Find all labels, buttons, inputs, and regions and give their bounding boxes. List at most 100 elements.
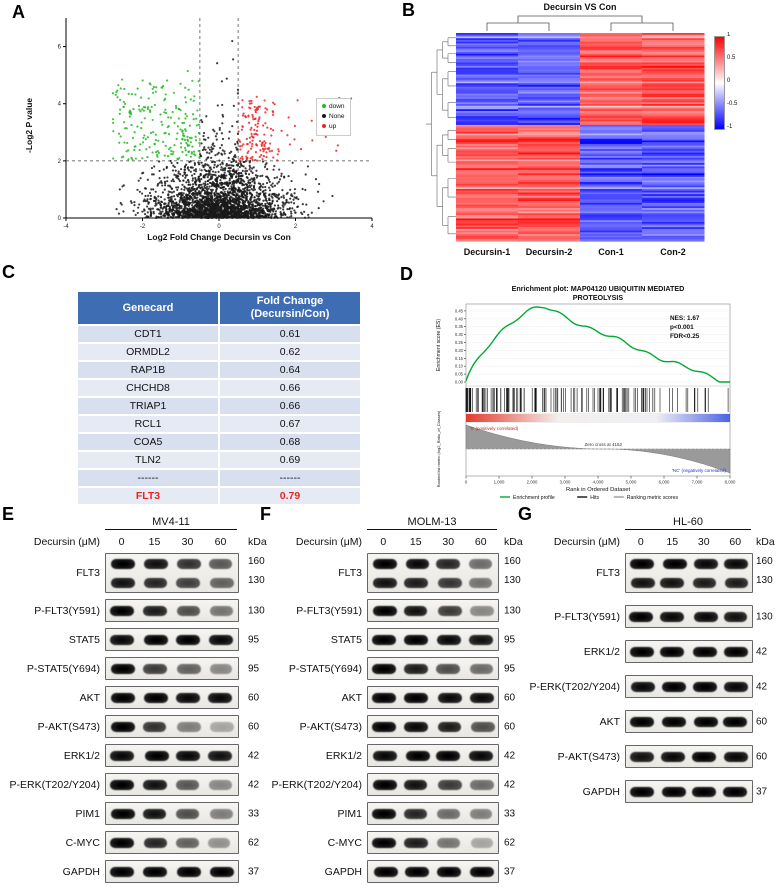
svg-text:FDR<0.25: FDR<0.25 bbox=[670, 333, 700, 340]
protein-band bbox=[470, 606, 494, 616]
protein-band bbox=[176, 578, 200, 588]
heatmap-column-labels: Decursin-1 Decursin-2 Con-1 Con-2 bbox=[424, 247, 724, 259]
protein-band bbox=[142, 867, 167, 877]
legend-label: down bbox=[329, 103, 345, 110]
western-panel-molm-13: MOLM-13 Decursin (μM) 0 15 30 60 kDa FLT3 160 130… bbox=[264, 516, 523, 889]
blot-image bbox=[367, 773, 499, 796]
protein-band bbox=[629, 717, 654, 727]
svg-text:4,000: 4,000 bbox=[593, 480, 604, 485]
blot-image bbox=[367, 744, 499, 767]
blot-image bbox=[367, 657, 499, 680]
legend-entry: None bbox=[322, 112, 345, 122]
heatmap-title: Decursin VS Con bbox=[543, 2, 617, 12]
protein-band bbox=[693, 612, 718, 622]
table-row: CHCHD8 0.66 bbox=[78, 380, 360, 396]
kda-value: 130 bbox=[248, 575, 265, 586]
protein-band bbox=[630, 559, 655, 569]
treatment-label: Decursin (μM) bbox=[295, 536, 362, 548]
protein-band bbox=[144, 693, 169, 703]
blot-row: AKT 60 bbox=[528, 710, 776, 733]
svg-text:0.15: 0.15 bbox=[455, 356, 464, 361]
protein-label: P-AKT(S473) bbox=[37, 720, 100, 733]
protein-band bbox=[437, 578, 462, 588]
panel-letter-f: F bbox=[260, 504, 271, 524]
protein-band bbox=[691, 752, 716, 762]
table-cell: ORMDL2 bbox=[78, 344, 218, 360]
dose-label: 15 bbox=[666, 536, 679, 548]
protein-band bbox=[142, 722, 167, 732]
protein-band bbox=[372, 559, 397, 569]
svg-text:2,000: 2,000 bbox=[527, 480, 538, 485]
svg-text:5,000: 5,000 bbox=[626, 480, 637, 485]
blot-row: FLT3 160 130 bbox=[528, 553, 776, 593]
protein-band bbox=[176, 751, 201, 761]
protein-band bbox=[110, 867, 134, 877]
protein-band bbox=[437, 693, 462, 703]
legend-dot-icon bbox=[322, 114, 326, 119]
protein-band bbox=[404, 664, 429, 674]
svg-text:0: 0 bbox=[465, 480, 468, 485]
protein-band bbox=[437, 809, 460, 819]
dose-label: 30 bbox=[181, 536, 194, 548]
protein-band bbox=[723, 717, 748, 727]
blot-image bbox=[367, 802, 499, 825]
blot-row: GAPDH 37 bbox=[264, 860, 522, 883]
kda-unit-label: kDa bbox=[756, 536, 775, 548]
svg-text:Enrichment score (ES): Enrichment score (ES) bbox=[436, 319, 442, 371]
table-row: FLT3 0.79 bbox=[78, 488, 360, 504]
table-row: ------ ------ bbox=[78, 470, 360, 486]
protein-band bbox=[110, 559, 135, 569]
blot-row: FLT3 160 130 bbox=[8, 553, 265, 593]
protein-label: ERK1/2 bbox=[63, 749, 100, 762]
protein-band bbox=[469, 664, 493, 674]
kda-value: 160 bbox=[248, 556, 265, 567]
protein-band bbox=[208, 838, 231, 848]
protein-band bbox=[143, 664, 167, 674]
protein-label: P-FLT3(Y591) bbox=[34, 604, 100, 617]
kda-value: 95 bbox=[504, 634, 516, 645]
table-cell: CHCHD8 bbox=[78, 380, 218, 396]
blot-header: MV4-11 Decursin (μM) 0 15 30 60 kDa bbox=[8, 516, 267, 553]
colorbar-tick-label: 1 bbox=[727, 32, 731, 38]
blot-row: AKT 60 bbox=[8, 686, 262, 709]
blot-header: MOLM-13 Decursin (μM) 0 15 30 60 kDa bbox=[264, 516, 523, 553]
protein-band bbox=[210, 809, 234, 819]
blot-row: GAPDH 37 bbox=[528, 780, 776, 803]
protein-band bbox=[210, 578, 234, 588]
protein-band bbox=[405, 751, 430, 761]
legend-label: None bbox=[329, 113, 345, 120]
blot-image bbox=[105, 802, 239, 825]
protein-band bbox=[143, 606, 167, 616]
protein-band bbox=[629, 647, 654, 657]
table-row: CDT1 0.61 bbox=[78, 326, 360, 342]
western-panel-mv4-11: MV4-11 Decursin (μM) 0 15 30 60 kDa FLT3 160 130 P… bbox=[8, 516, 267, 889]
svg-text:'0' (positively correlated): '0' (positively correlated) bbox=[470, 426, 519, 431]
protein-band bbox=[436, 867, 461, 877]
blot-image bbox=[367, 553, 499, 593]
protein-band bbox=[436, 559, 461, 569]
kda-value: 95 bbox=[504, 663, 516, 674]
svg-text:6,000: 6,000 bbox=[659, 480, 670, 485]
blot-image bbox=[105, 860, 239, 883]
protein-band bbox=[436, 751, 461, 761]
protein-label: STAT5 bbox=[68, 633, 100, 646]
blot-header: HL-60 Decursin (μM) 0 15 30 60 kDa bbox=[528, 516, 776, 553]
protein-label: P-STAT5(Y694) bbox=[26, 662, 100, 675]
blot-image bbox=[105, 599, 239, 622]
protein-label: PIM1 bbox=[75, 807, 100, 820]
dose-label: 0 bbox=[118, 536, 125, 548]
table-cell: 0.79 bbox=[220, 488, 360, 504]
protein-band bbox=[209, 606, 233, 616]
kda-value: 62 bbox=[248, 837, 260, 848]
legend-entry: up bbox=[322, 122, 345, 132]
table-row: ORMDL2 0.62 bbox=[78, 344, 360, 360]
protein-band bbox=[692, 647, 717, 657]
blot-row: P-AKT(S473) 60 bbox=[528, 745, 776, 768]
protein-band bbox=[177, 559, 201, 569]
protein-band bbox=[143, 578, 168, 588]
protein-band bbox=[724, 578, 749, 588]
blot-image bbox=[367, 599, 499, 622]
protein-band bbox=[176, 606, 201, 616]
dose-label: 30 bbox=[442, 536, 455, 548]
panel-letter-d: D bbox=[400, 264, 413, 284]
